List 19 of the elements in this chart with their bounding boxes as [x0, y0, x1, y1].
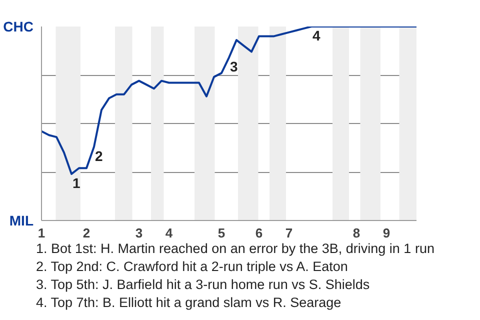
text: 4. Top 7th: B. Elliott hit a grand slam vs R. Searage [36, 294, 342, 312]
x-tick-label: 6 [255, 226, 263, 240]
text: 1. Bot 1st: H. Martin reached on an error by the 3B, driving in 1 run [36, 240, 434, 258]
annotation: 1 [72, 174, 80, 191]
x-tick-label: 5 [218, 226, 226, 240]
x-tick-label: 9 [382, 226, 390, 240]
annotation: 4 [312, 28, 320, 44]
x-tick-label: 8 [352, 226, 360, 240]
x-tick-label: 4 [165, 226, 174, 240]
x-tick-label: 1 [38, 226, 46, 240]
x-tick-label: 7 [285, 226, 293, 240]
annotation: 3 [230, 58, 238, 75]
text: MIL [9, 212, 34, 228]
text: CHC [3, 18, 34, 34]
x-tick-label: 3 [135, 226, 143, 240]
annotation: 2 [95, 148, 103, 164]
text: 2. Top 2nd: C. Crawford hit a 2-run triple vs A. Eaton [36, 258, 349, 276]
x-tick-label: 2 [82, 226, 90, 240]
text: 3. Top 5th: J. Barfield hit a 3-run home run vs S. Shields [36, 276, 371, 294]
